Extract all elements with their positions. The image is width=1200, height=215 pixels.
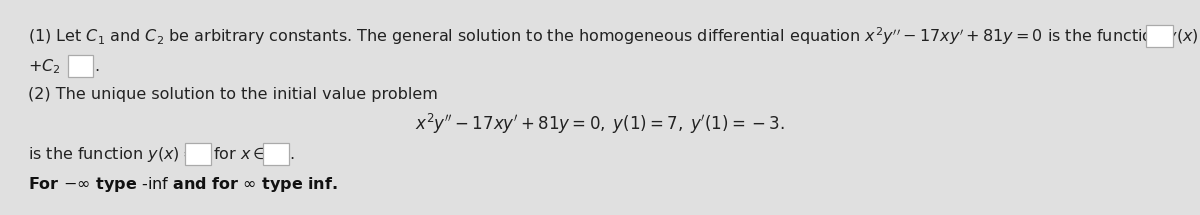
Text: is the function $y(x) =$: is the function $y(x) =$ — [28, 145, 196, 164]
FancyBboxPatch shape — [1146, 25, 1172, 48]
FancyBboxPatch shape — [68, 55, 94, 77]
FancyBboxPatch shape — [185, 143, 210, 165]
FancyBboxPatch shape — [263, 143, 289, 165]
Text: $x^2y'' - 17xy' + 81y = 0, \; y(1) = 7, \; y'(1) = -3.$: $x^2y'' - 17xy' + 81y = 0, \; y(1) = 7, … — [415, 112, 785, 137]
Text: .: . — [289, 147, 295, 162]
Text: $+C_2$: $+C_2$ — [28, 57, 61, 76]
Text: .: . — [95, 59, 100, 74]
Text: (1) Let $C_1$ and $C_2$ be arbitrary constants. The general solution to the homo: (1) Let $C_1$ and $C_2$ be arbitrary con… — [28, 26, 1200, 47]
Text: $\mathbf{For}$ $-\infty$ $\mathbf{type\ \text{-inf}\ and\ for}$ $\infty$ $\mathb: $\mathbf{For}$ $-\infty$ $\mathbf{type\ … — [28, 175, 337, 194]
Text: for $x \in$: for $x \in$ — [212, 147, 266, 162]
Text: (2) The unique solution to the initial value problem: (2) The unique solution to the initial v… — [28, 87, 438, 102]
